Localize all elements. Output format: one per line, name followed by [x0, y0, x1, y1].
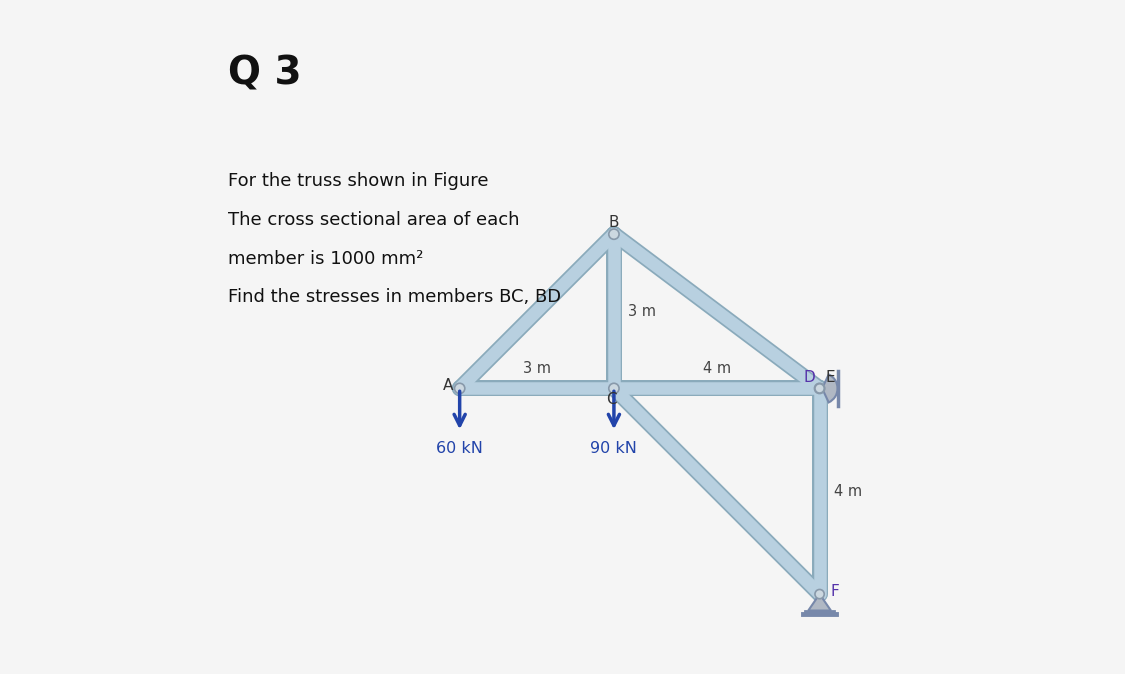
Circle shape [455, 384, 465, 394]
Text: Q 3: Q 3 [228, 54, 302, 92]
Text: For the truss shown in Figure: For the truss shown in Figure [228, 173, 488, 191]
Text: 3 m: 3 m [523, 361, 551, 375]
Text: C: C [606, 392, 618, 407]
Text: D: D [803, 369, 816, 385]
Text: member is 1000 mm²: member is 1000 mm² [228, 249, 424, 268]
Text: B: B [609, 216, 619, 231]
Circle shape [609, 384, 619, 394]
Text: E: E [825, 369, 835, 385]
Circle shape [814, 590, 825, 599]
Text: 60 kN: 60 kN [436, 441, 483, 456]
Text: 4 m: 4 m [703, 361, 731, 375]
Text: 3 m: 3 m [629, 304, 656, 319]
Text: The cross sectional area of each: The cross sectional area of each [228, 211, 520, 229]
Text: 4 m: 4 m [834, 484, 862, 499]
Wedge shape [822, 375, 838, 402]
Circle shape [609, 229, 619, 239]
Polygon shape [808, 594, 831, 611]
Text: A: A [443, 378, 453, 394]
Circle shape [814, 384, 825, 393]
Text: F: F [831, 584, 839, 599]
Text: Find the stresses in members BC, BD: Find the stresses in members BC, BD [228, 288, 561, 306]
Text: 90 kN: 90 kN [591, 441, 638, 456]
Circle shape [814, 384, 825, 394]
